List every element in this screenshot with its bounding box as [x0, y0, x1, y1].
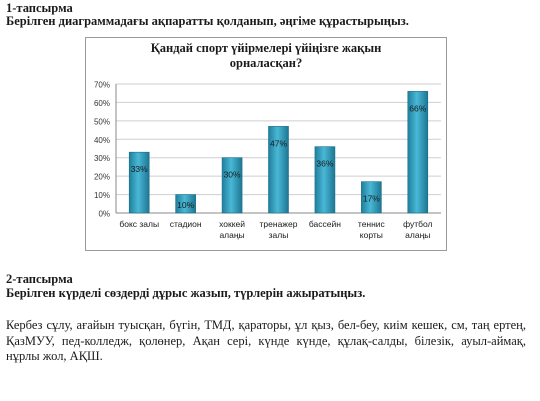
x-category-label: корты [360, 230, 383, 240]
x-category-label: футбол [403, 219, 432, 229]
y-tick-label: 60% [94, 99, 110, 108]
x-category-label: бассейн [309, 219, 341, 229]
chart-title-line: орналасқан? [230, 56, 302, 70]
y-tick-label: 10% [94, 191, 110, 200]
y-tick-label: 0% [98, 210, 110, 219]
x-category-label: хоккей [219, 219, 245, 229]
bar [268, 126, 289, 214]
x-category-label: тренажер [260, 219, 298, 229]
chart-canvas: Қандай спорт үйірмелері үйіңізге жақынор… [94, 41, 441, 240]
x-category-label: алаңы [219, 230, 244, 240]
bar [314, 146, 336, 214]
bar [128, 151, 150, 214]
data-label: 47% [270, 138, 287, 148]
x-category-label: залы [269, 230, 289, 240]
task1-instruction: Берілген диаграммадағы ақпаратты қолданы… [6, 14, 409, 28]
bar-chart: Қандай спорт үйірмелері үйіңізге жақын ор… [85, 37, 447, 251]
x-category-label: теннис [358, 219, 386, 229]
data-label: 30% [224, 170, 241, 180]
bar [407, 91, 429, 214]
data-label: 66% [409, 103, 426, 113]
task1-title: 1-тапсырма [6, 1, 73, 15]
bar [221, 157, 243, 214]
x-category-label: бокс залы [119, 219, 159, 229]
x-category-label: алаңы [405, 230, 430, 240]
y-tick-label: 40% [94, 136, 110, 145]
data-label: 33% [131, 164, 148, 174]
data-label: 36% [316, 159, 333, 169]
chart-title-line: Қандай спорт үйірмелері үйіңізге жақын [151, 41, 382, 55]
word-list: Кербез сұлу, ағайын туысқан, бүгін, ТМД,… [6, 318, 526, 363]
data-label: 17% [363, 193, 380, 203]
task2-title: 2-тапсырма [6, 272, 73, 286]
bar [175, 194, 196, 214]
data-label: 10% [177, 200, 194, 210]
y-tick-label: 50% [94, 117, 110, 126]
bar [361, 181, 382, 214]
task2-instruction: Берілген күрделі сөздерді дұрыс жазып, т… [6, 286, 366, 300]
y-tick-label: 20% [94, 173, 110, 182]
y-tick-label: 70% [94, 81, 110, 90]
x-category-label: стадион [170, 219, 202, 229]
y-tick-label: 30% [94, 154, 110, 163]
